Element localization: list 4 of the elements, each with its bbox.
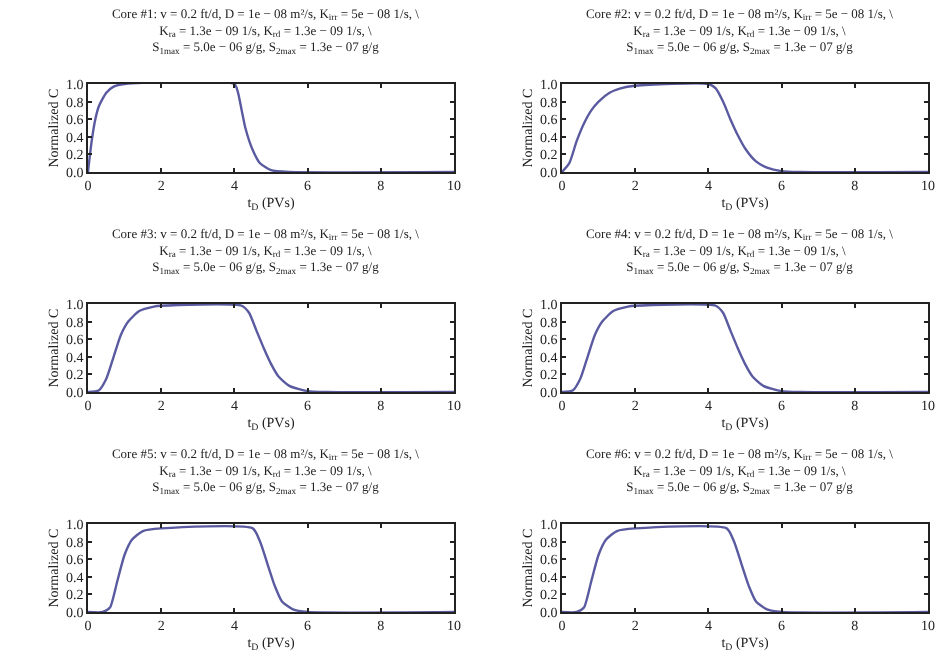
line-series xyxy=(562,84,928,172)
line-series xyxy=(88,304,454,392)
line-series xyxy=(562,304,928,392)
line-series xyxy=(88,84,454,172)
